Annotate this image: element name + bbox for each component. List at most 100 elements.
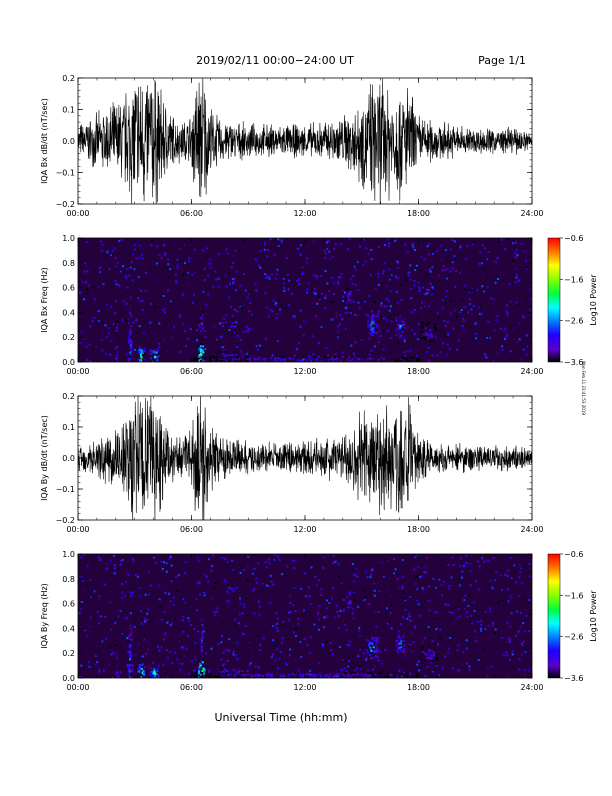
hotspot-cell [317,672,320,675]
noise-cell [357,289,360,291]
noise-cell [354,574,357,577]
noise-cell [342,576,345,579]
hotspot-cell [129,633,132,636]
hotspot-cell [400,646,403,649]
noise-cell [453,255,456,258]
hotspot-cell [127,333,130,336]
noise-cell [135,320,138,322]
noise-cell [503,338,506,341]
noise-cell [328,290,331,292]
noise-cell [93,590,96,593]
noise-cell [489,336,492,339]
noise-cell [378,246,381,249]
noise-cell [392,558,395,560]
dbdt-trace [78,396,532,520]
hotspot-cell [403,644,406,647]
hotspot-cell [129,644,132,647]
hotspot-cell [204,348,207,351]
colorbar [547,237,561,363]
hotspot-cell [273,360,276,362]
noise-cell [444,325,447,328]
noise-cell [125,353,128,356]
noise-cell [355,564,358,567]
noise-cell [321,645,324,648]
noise-cell [336,330,339,333]
hotspot-cell [347,673,350,676]
hotspot-cell [303,358,306,361]
noise-cell [351,612,354,615]
noise-cell [518,338,521,341]
hotspot-cell [395,327,398,330]
hotspot-cell [400,360,402,362]
noise-cell [345,629,348,631]
noise-cell [237,622,240,625]
noise-cell [446,290,448,293]
x-tick-label: 24:00 [520,683,543,692]
noise-cell [257,600,260,603]
noise-cell [490,665,493,668]
noise-cell [154,562,157,565]
noise-cell [252,328,255,331]
noise-cell [164,254,166,257]
hotspot-cell [426,657,429,660]
noise-cell [316,583,318,586]
noise-cell [149,584,152,587]
noise-cell [226,274,229,277]
noise-cell [124,581,127,584]
noise-cell [382,270,385,272]
hotspot-cell [367,639,370,642]
noise-cell [81,281,84,284]
noise-cell [258,614,261,617]
noise-cell [112,323,115,326]
noise-cell [359,635,362,638]
noise-cell [456,348,459,351]
noise-cell [396,578,399,581]
noise-cell [298,342,301,345]
noise-cell [274,659,277,662]
noise-cell [190,609,193,612]
hotspot-cell [116,323,119,326]
noise-cell [338,578,341,581]
hotspot-cell [255,673,258,676]
hotspot-cell [420,653,423,656]
noise-cell [151,661,154,664]
noise-cell [515,581,517,584]
noise-cell [506,654,509,657]
noise-cell [169,624,172,626]
hotspot-cell [195,359,198,362]
hotspot-cell [369,674,372,677]
noise-cell [221,664,224,667]
hotspot-cell [200,646,203,649]
hotspot-cell [201,325,204,328]
noise-cell [215,338,218,341]
noise-cell [510,593,513,596]
noise-cell [121,633,124,636]
hotspot-cell [143,362,145,364]
noise-cell [377,312,380,315]
hotspot-cell [325,674,328,677]
noise-cell [387,241,390,243]
hotspot-cell [390,674,393,677]
noise-cell [242,603,245,606]
hotspot-cell [344,672,347,674]
noise-cell [94,663,97,666]
hotspot-cell [128,366,130,368]
hotspot-cell [201,626,204,629]
hotspot-cell [130,699,132,701]
noise-cell [446,343,449,346]
noise-cell [162,627,165,630]
noise-cell [289,648,292,651]
hotspot-cell [198,666,201,669]
noise-cell [386,607,388,610]
noise-cell [509,640,511,643]
noise-cell [357,655,360,658]
noise-cell [488,624,491,627]
y-axis-label: IQA By dB/dt (nT/sec) [40,415,49,501]
noise-cell [263,248,266,251]
noise-cell [150,667,153,669]
noise-cell [402,575,405,578]
y-tick-label: 0.0 [62,674,75,683]
hotspot-cell [403,319,406,322]
noise-cell [520,643,523,645]
noise-cell [196,339,199,342]
